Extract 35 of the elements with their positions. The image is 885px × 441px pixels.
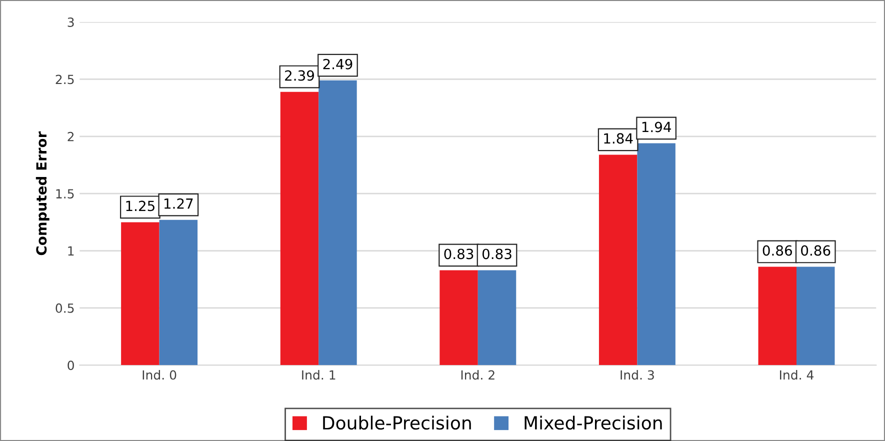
- y-tick-label: 1.5: [56, 189, 74, 199]
- data-label: 2.39: [285, 70, 314, 81]
- data-label: 0.86: [801, 245, 830, 256]
- bar: [159, 220, 198, 366]
- y-axis-title: Computed Error: [36, 131, 50, 256]
- y-tick-label: 1: [68, 246, 74, 256]
- bar: [121, 222, 160, 366]
- y-tick-label: 0.5: [56, 303, 74, 313]
- data-label: 2.49: [323, 58, 352, 70]
- x-tick-label: Ind. 1: [302, 370, 336, 380]
- y-tick-label: 3: [68, 18, 74, 27]
- data-label: 0.86: [762, 245, 792, 256]
- data-label: 1.94: [642, 122, 671, 132]
- bar: [758, 266, 796, 366]
- data-label: 0.83: [482, 248, 512, 260]
- legend-label: Mixed-Precision: [524, 416, 662, 430]
- x-tick-label: Ind. 0: [142, 370, 176, 380]
- x-tick-label: Ind. 3: [620, 370, 654, 380]
- bar: [796, 266, 835, 366]
- bar: [598, 154, 638, 366]
- y-tick-label: 0: [68, 360, 74, 370]
- data-label: 0.83: [444, 248, 474, 260]
- y-tick-label: 2.5: [56, 74, 74, 84]
- data-label: 1.25: [126, 200, 154, 212]
- data-label: 1.27: [164, 198, 193, 209]
- bar: [318, 80, 357, 366]
- data-label: 1.84: [604, 133, 633, 144]
- bar: [478, 270, 516, 366]
- y-tick-label: 2: [68, 132, 74, 142]
- bar: [280, 92, 319, 366]
- bar: [637, 143, 676, 366]
- x-tick-label: Ind. 2: [461, 370, 494, 380]
- legend-label: Double-Precision: [323, 416, 471, 430]
- bar: [440, 270, 478, 366]
- x-tick-label: Ind. 4: [780, 370, 814, 380]
